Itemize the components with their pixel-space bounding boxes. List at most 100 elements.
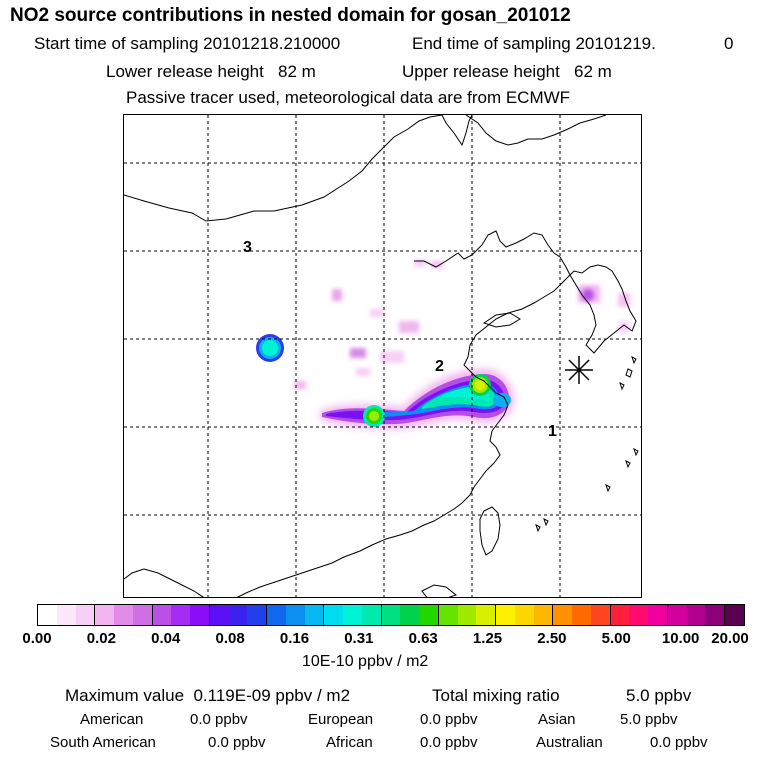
colorbar-swatch <box>629 605 648 625</box>
region-value-european: 0.0 ppbv <box>420 711 478 728</box>
region-name-asian: Asian <box>538 711 576 728</box>
colorbar-tick-label: 2.50 <box>537 630 567 647</box>
region-value-south-american: 0.0 ppbv <box>208 734 266 751</box>
lower-release-height: Lower release height 82 m <box>106 62 316 81</box>
plume-patch <box>431 261 443 268</box>
colorbar-tick-label: 5.00 <box>601 630 631 647</box>
plume-patch <box>350 348 366 358</box>
region-name-american: American <box>80 711 144 728</box>
island <box>625 460 631 469</box>
lat-lon-grid <box>124 115 641 597</box>
colorbar-tick-label: 0.16 <box>279 630 310 647</box>
colorbar-swatch <box>496 605 515 625</box>
colorbar-tick-label: 0.02 <box>86 630 116 647</box>
border-line <box>124 115 443 222</box>
plume-patch <box>414 259 426 267</box>
region-value-asian: 5.0 ppbv <box>620 711 678 728</box>
colorbar-swatch <box>572 605 591 625</box>
site-label-1: 1 <box>548 423 557 440</box>
border-line <box>414 230 571 276</box>
colorbar-swatch <box>267 605 286 625</box>
total-mixing-ratio-label: Total mixing ratio <box>432 686 560 705</box>
island <box>633 448 639 457</box>
colorbar-swatch <box>361 605 382 625</box>
colorbar-swatch <box>514 605 534 625</box>
region-name-australian: Australian <box>536 734 603 751</box>
colorbar-swatch <box>457 605 477 625</box>
hotspot <box>475 380 485 390</box>
island <box>479 506 501 556</box>
colorbar-swatch <box>438 605 458 625</box>
hotspot <box>369 411 379 421</box>
colorbar-swatch <box>667 605 687 625</box>
end-time-suffix: 0 <box>724 34 734 53</box>
colorbar-swatch <box>132 605 153 625</box>
start-time-label: Start time of sampling 20101218.210000 <box>34 34 341 53</box>
plume-patch <box>582 289 594 301</box>
colorbar-swatch <box>75 605 96 625</box>
concentration-field <box>256 259 630 429</box>
source-blob <box>262 340 278 356</box>
region-name-south-american: South American <box>50 734 156 751</box>
colorbar-swatch <box>228 605 248 625</box>
colorbar-swatch <box>725 605 744 625</box>
island <box>605 484 611 493</box>
island <box>631 356 637 365</box>
colorbar-tick-label: 20.00 <box>711 630 749 647</box>
colorbar-swatch <box>152 605 172 625</box>
island <box>619 382 625 391</box>
plume-patch <box>356 368 370 376</box>
colorbar-swatch <box>590 605 611 625</box>
region-name-european: European <box>308 711 374 728</box>
plume-patch <box>399 321 419 333</box>
island <box>543 518 549 527</box>
colorbar-swatch <box>209 605 229 625</box>
colorbar-units: 10E-10 ppbv / m2 <box>302 653 429 670</box>
region-name-african: African <box>326 734 373 751</box>
chart-title: NO2 source contributions in nested domai… <box>10 5 571 26</box>
upper-release-height: Upper release height 62 m <box>402 62 612 81</box>
site-label-3: 3 <box>243 239 252 256</box>
colorbar-tick-label: 1.25 <box>472 630 503 647</box>
colorbar-swatch <box>56 605 76 625</box>
colorbar-tick-label: 10.00 <box>661 630 700 647</box>
colorbar-swatch <box>324 605 343 625</box>
region-value-african: 0.0 ppbv <box>420 734 478 751</box>
plume-patch <box>370 309 384 317</box>
colorbar-tick-label: 0.31 <box>344 630 374 647</box>
hotspot <box>493 393 511 407</box>
plume-patch <box>619 321 629 333</box>
colorbar-tick-label: 0.04 <box>151 630 181 647</box>
colorbar-swatch <box>476 605 496 625</box>
colorbar-tick-label: 0.00 <box>22 630 52 647</box>
colorbar-swatch <box>553 605 572 625</box>
coastline <box>482 312 521 328</box>
map-plot: 3 2 1 <box>124 115 641 597</box>
colorbar-swatch <box>610 605 630 625</box>
colorbar-swatch <box>38 605 57 625</box>
end-time-label: End time of sampling 20101219. <box>412 34 656 53</box>
colorbar-tick-label: 0.08 <box>215 630 245 647</box>
island <box>625 368 633 378</box>
border-line <box>465 115 607 146</box>
subtitle: Passive tracer used, meteorological data… <box>126 88 571 107</box>
colorbar-swatch <box>285 605 305 625</box>
colorbar-swatch <box>705 605 725 625</box>
colorbar <box>37 604 745 626</box>
total-mixing-ratio-value: 5.0 ppbv <box>626 686 692 705</box>
island <box>421 584 458 597</box>
colorbar-swatch <box>419 605 439 625</box>
region-value-australian: 0.0 ppbv <box>650 734 708 751</box>
colorbar-swatch <box>171 605 190 625</box>
colorbar-swatch <box>304 605 325 625</box>
coastlines <box>124 115 639 597</box>
map-panel: 3 2 1 <box>123 114 642 598</box>
colorbar-swatch <box>648 605 668 625</box>
colorbar-swatch <box>343 605 362 625</box>
island <box>535 524 541 533</box>
coastline <box>124 568 204 597</box>
colorbar-swatch <box>114 605 133 625</box>
receptor-marker <box>565 356 593 384</box>
plume-patch <box>294 381 306 389</box>
border-line <box>441 115 473 147</box>
